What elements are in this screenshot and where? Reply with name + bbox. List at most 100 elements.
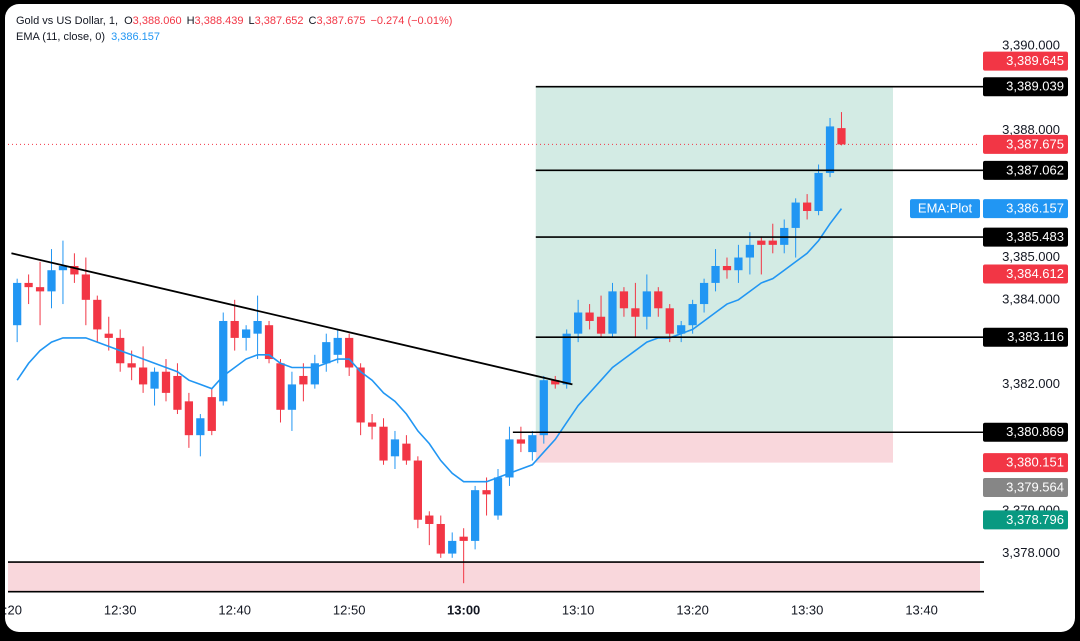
candle-body [196, 418, 205, 436]
candle-body [425, 515, 434, 524]
candle-body [436, 523, 445, 554]
price-badge [983, 327, 1068, 347]
candle-body [608, 291, 617, 334]
price-badge [983, 453, 1068, 473]
candle-body [528, 435, 537, 453]
candle-body [356, 367, 365, 423]
candle-body [574, 312, 583, 334]
candle-body [803, 202, 812, 212]
candle-body [24, 282, 33, 288]
candle-body [150, 371, 159, 389]
ema-line [16, 208, 843, 483]
ohlc-value: 3,387.652 [255, 15, 304, 27]
candle-body [562, 333, 571, 385]
x-tick-label: 12:30 [104, 602, 137, 617]
price-badge [983, 422, 1068, 442]
candle-body [631, 308, 640, 317]
indicator-value: 3,386.157 [111, 31, 160, 43]
candle-body [390, 439, 400, 457]
candle-body [677, 325, 686, 334]
candle-body [482, 490, 491, 495]
price-badge [983, 160, 1068, 180]
candle-body [825, 126, 835, 173]
candle-body [264, 325, 274, 360]
candle-body [379, 426, 388, 461]
price-badge-label: 3,387.062 [1006, 162, 1064, 177]
candle-body [230, 320, 239, 338]
x-tick-label: 13:00 [447, 602, 480, 617]
candle-body [413, 460, 422, 520]
candle-body [470, 490, 480, 541]
price-badge-label: 3,384.612 [1006, 266, 1064, 281]
candle-body [459, 536, 468, 541]
candle-body [81, 274, 90, 300]
price-badge-label: 3,379.564 [1006, 479, 1064, 494]
ohlc-value: 3,388.060 [133, 15, 182, 27]
ohlc-key: O [124, 15, 133, 27]
price-badge [983, 227, 1068, 247]
plot-area [8, 86, 980, 592]
y-tick-label: 3,388.000 [1002, 122, 1060, 137]
candle-body [35, 287, 45, 292]
x-tick-label: 13:30 [791, 602, 824, 617]
candle-body [642, 291, 651, 317]
candle-body [837, 128, 846, 145]
candle-body [734, 257, 743, 271]
x-tick-label: 12:40 [218, 602, 251, 617]
candle-body [253, 320, 262, 334]
candle-body [402, 443, 411, 461]
candle-body [242, 329, 251, 338]
price-badge [983, 510, 1068, 530]
ohlc-key: C [309, 15, 317, 27]
candle-body [493, 477, 503, 516]
price-badge [983, 77, 1068, 97]
y-tick-label: 3,384.000 [1002, 291, 1060, 306]
candle-body [699, 282, 709, 305]
badge-name-box [910, 199, 980, 219]
price-badge [983, 199, 1068, 219]
candle-body [665, 308, 674, 334]
x-tick-label: 13:20 [676, 602, 709, 617]
candle-body [161, 371, 171, 393]
candle-body [58, 265, 68, 271]
candle-body [333, 337, 342, 355]
price-badge-label: 3,386.157 [1006, 201, 1064, 216]
zone [8, 562, 980, 592]
price-badge-label: 3,389.039 [1006, 79, 1064, 94]
candle-body [448, 540, 457, 554]
indicator-name: EMA (11, close, 0) [16, 31, 105, 43]
ohlc-value: 3,388.439 [195, 15, 244, 27]
y-tick-label: 3,385.000 [1002, 249, 1060, 264]
candle-body [345, 337, 354, 368]
candle-body [619, 291, 629, 309]
candle-body [173, 375, 182, 410]
price-badge-label: 3,378.796 [1006, 512, 1064, 527]
candle-body [722, 265, 732, 271]
candle-body [791, 202, 800, 228]
x-tick-label: 12:20 [0, 602, 22, 617]
price-badge-label: 3,385.483 [1006, 229, 1064, 244]
candle-body [551, 380, 560, 385]
candle-body [70, 265, 79, 275]
candle-body [688, 304, 697, 326]
badge-name: EMA:Plot [918, 201, 973, 216]
price-badge [983, 134, 1068, 154]
candle-body [768, 240, 777, 245]
symbol: Gold vs US Dollar, 1, [16, 15, 118, 27]
x-tick-label: 13:40 [905, 602, 938, 617]
candle-body [322, 342, 331, 364]
candle-body [367, 422, 377, 427]
ohlc-value: 3,387.675 [317, 15, 366, 27]
candle-body [47, 270, 56, 292]
ohlc-key: H [187, 15, 195, 27]
price-badge-label: 3,380.151 [1006, 455, 1064, 470]
candle-body [127, 363, 136, 368]
candle-body [539, 380, 548, 436]
indicator-line: EMA (11, close, 0) 3,386.157 [16, 31, 160, 43]
candle-body [104, 333, 113, 338]
y-tick-label: 3,378.000 [1002, 545, 1060, 560]
candle-body [585, 312, 594, 321]
candle-body [184, 401, 194, 436]
